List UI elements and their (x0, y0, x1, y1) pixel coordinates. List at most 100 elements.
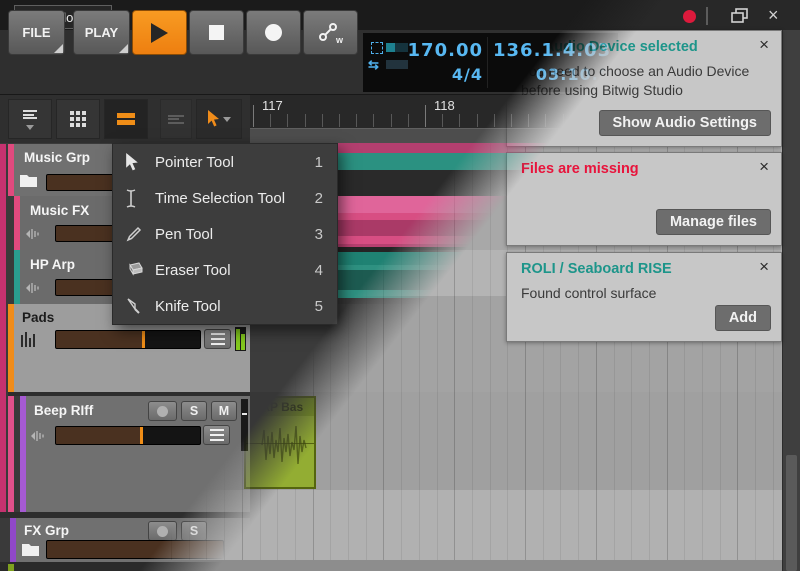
ruler-tick (287, 114, 288, 127)
track-gap (8, 392, 250, 396)
track-header-beep-riff[interactable]: Beep RIff S M (26, 396, 250, 512)
volume-fader[interactable] (55, 330, 201, 349)
track-list-menu-button[interactable] (8, 99, 52, 139)
waveform-icon (26, 283, 39, 293)
solo-button[interactable]: S (181, 401, 207, 421)
ruler-tick (614, 114, 615, 127)
ruler-tick (442, 114, 443, 127)
stop-button[interactable] (189, 10, 244, 55)
arranger-view-button[interactable] (104, 99, 148, 139)
ruler-tick (305, 114, 306, 127)
ruler-tick (511, 114, 512, 127)
ruler-tick (322, 114, 323, 127)
volume-fader[interactable] (55, 426, 201, 445)
group-color-stripe (8, 396, 14, 512)
menu-item-eraser-tool[interactable]: Eraser Tool 4 (113, 252, 337, 288)
ruler-tick (597, 105, 598, 127)
next-track-edge (0, 562, 250, 571)
track-header-fx-grp[interactable]: FX Grp S (16, 518, 250, 562)
ruler-tick (339, 114, 340, 127)
position-display[interactable]: 136.1.4.03 (493, 40, 612, 61)
ruler-tick (253, 105, 254, 127)
menu-item-pointer-tool[interactable]: Pointer Tool 1 (113, 144, 337, 180)
ruler-tick (459, 114, 460, 127)
ruler-tick (735, 114, 736, 127)
solo-button[interactable]: S (181, 521, 207, 541)
loop-icon[interactable] (371, 42, 383, 54)
clip-strip-teal[interactable] (250, 153, 800, 170)
record-arm-button[interactable] (148, 521, 177, 541)
file-menu-button[interactable]: FILE (8, 10, 65, 55)
note-bars-icon (21, 332, 35, 347)
ruler-tick (717, 114, 718, 127)
pen-icon (125, 225, 155, 243)
display-divider (487, 37, 488, 88)
timeline-zoom-bar[interactable] (250, 128, 800, 143)
waveform-band (250, 220, 800, 236)
ruler-tick (786, 114, 787, 127)
track-name: FX Grp (24, 523, 70, 538)
timeline-ruler[interactable]: 117 118 (250, 95, 800, 128)
record-arm-button[interactable] (148, 401, 177, 421)
ruler-tick (425, 105, 426, 127)
waveform-band (250, 270, 800, 290)
track-color-stripe (14, 196, 20, 250)
ruler-tick (391, 114, 392, 127)
play-icon (151, 22, 168, 43)
time-signature-display[interactable]: 4/4 (451, 65, 483, 84)
folder-icon (20, 175, 37, 187)
folder-icon (22, 544, 39, 556)
track-menu-button[interactable] (204, 329, 231, 349)
punch-arrows-icon[interactable]: ⇆ (368, 57, 379, 72)
eraser-icon (125, 262, 155, 278)
dim-list-icon (168, 113, 184, 125)
menu-item-time-selection-tool[interactable]: Time Selection Tool 2 (113, 180, 337, 216)
track-color-stripe (8, 144, 14, 196)
cursor-icon (208, 110, 219, 127)
grid-icon (70, 111, 86, 127)
play-menu-button[interactable]: PLAY (73, 10, 130, 55)
ruler-tick (683, 114, 684, 127)
punch-range-bar (386, 60, 408, 69)
record-icon (265, 24, 282, 41)
level-meter (235, 327, 246, 351)
lane-gap (250, 247, 800, 252)
menu-item-knife-tool[interactable]: Knife Tool 5 (113, 288, 337, 324)
ruler-tick (408, 114, 409, 127)
chevron-down-icon (223, 116, 231, 122)
groove-button[interactable]: w (303, 10, 358, 55)
ruler-tick (580, 114, 581, 127)
mute-button[interactable]: M (211, 401, 237, 421)
track-name: HP Arp (30, 257, 76, 272)
track-menu-button[interactable] (203, 425, 230, 445)
clip-edge (250, 244, 800, 247)
level-meter-slot (241, 399, 248, 451)
groove-shuffle-icon: w (318, 22, 344, 45)
pointer-tool-button[interactable] (196, 99, 242, 139)
track-color-stripe (10, 518, 16, 562)
lane-pads (250, 304, 800, 392)
time-display[interactable]: 03:10.8 (535, 65, 611, 84)
follow-playhead-button[interactable] (160, 99, 192, 139)
clip-header (250, 252, 800, 265)
tempo-display[interactable]: 170.00 (407, 40, 483, 61)
track-color-stripe (8, 304, 14, 392)
ruler-tick (666, 114, 667, 127)
group-color-stripe (0, 144, 6, 517)
ruler-tick (494, 114, 495, 127)
audio-clip-teal[interactable] (250, 252, 800, 298)
menu-item-pen-tool[interactable]: Pen Tool 3 (113, 216, 337, 252)
ruler-tick (373, 114, 374, 127)
mixer-grid-view-button[interactable] (56, 99, 100, 139)
transport-display: ⇆ 170.00 4/4 136.1.4.03 03:10.8 (363, 33, 618, 92)
record-button[interactable] (246, 10, 301, 55)
track-name: Beep RIff (34, 403, 94, 418)
volume-fader[interactable] (46, 540, 224, 559)
bar-number: 117 (262, 98, 283, 113)
arm-dot-icon (157, 525, 168, 537)
play-button[interactable] (132, 10, 187, 55)
audio-clip-174bpm[interactable]: 03 174bpm Fm (250, 196, 800, 247)
clip-strip-pink[interactable] (250, 143, 800, 153)
track-name: Pads (22, 310, 55, 325)
knife-icon (125, 297, 155, 315)
